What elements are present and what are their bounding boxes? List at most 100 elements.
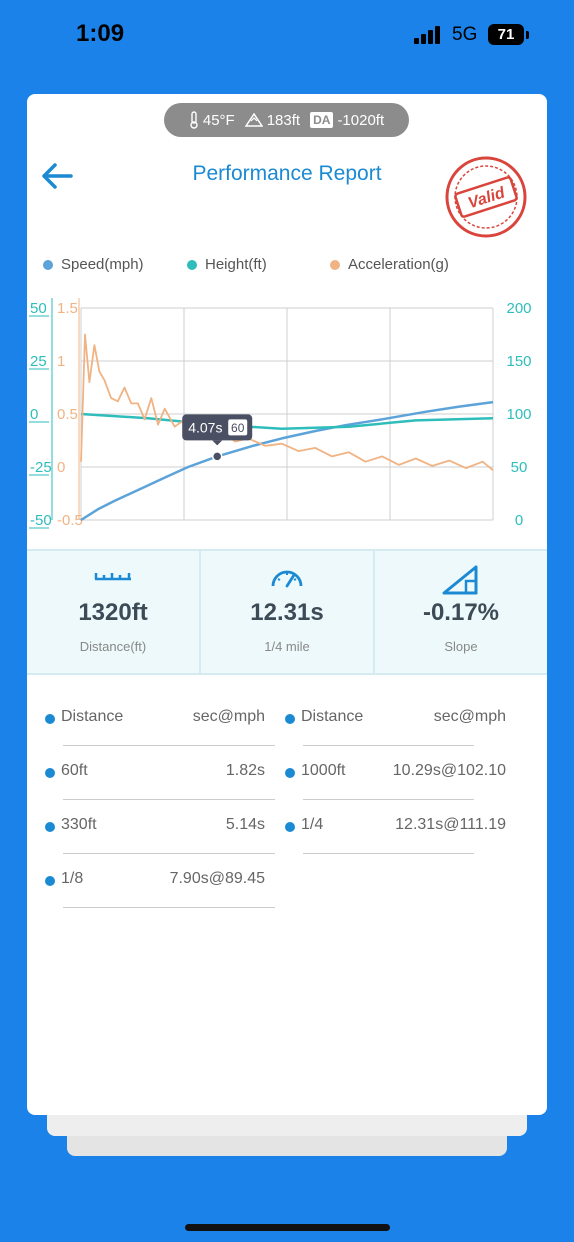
da-badge: DA — [310, 112, 334, 128]
stat-slope-value: -0.17% — [422, 599, 500, 626]
row-divider — [303, 745, 474, 746]
stat-time-label: 1/4 mile — [264, 639, 310, 654]
status-time: 1:09 — [76, 20, 125, 47]
split-time: 7.90s@89.45 — [169, 870, 265, 887]
elevation: 183ft — [244, 111, 301, 129]
tick-label-speed_right: 200 — [506, 300, 531, 317]
split-distance: 1/4 — [301, 816, 324, 833]
split-row: 60ft 1.82s — [45, 746, 275, 800]
row-divider — [63, 853, 275, 854]
stat-slope-label: Slope — [444, 639, 478, 654]
split-row: 1/8 7.90s@89.45 — [45, 854, 275, 908]
tick-label-height_left: -50 — [30, 512, 52, 529]
elevation-value: 183ft — [266, 111, 301, 129]
legend-label-height: Height(ft) — [205, 256, 267, 273]
battery-tip — [526, 31, 529, 39]
bullet-dot — [285, 822, 295, 832]
row-divider — [63, 745, 275, 746]
page-title: Performance Report — [192, 162, 382, 185]
split-time: 10.29s@102.10 — [392, 762, 506, 779]
legend-label-acceleration: Acceleration(g) — [348, 256, 449, 273]
back-arrow-icon — [42, 163, 73, 189]
tick-label-height_left: 25 — [30, 353, 47, 370]
split-distance: 330ft — [61, 816, 97, 833]
stat-distance: 1320ft Distance(ft) — [27, 551, 201, 673]
bullet-dot — [45, 876, 55, 886]
stat-distance-value: 1320ft — [78, 599, 148, 626]
slope-icon — [442, 565, 478, 595]
legend-label-speed: Speed(mph) — [61, 256, 144, 273]
temperature: 45°F — [189, 111, 235, 129]
tooltip-speed-badge — [228, 419, 248, 436]
stat-slope: -0.17% Slope — [375, 551, 547, 673]
tick-label-height_left: 50 — [30, 300, 47, 317]
back-button[interactable] — [39, 158, 75, 194]
chart-legend: Speed(mph) Height(ft) Acceleration(g) — [27, 256, 547, 278]
row-divider — [303, 799, 474, 800]
home-indicator — [185, 1224, 390, 1231]
density-altitude: DA -1020ft — [310, 112, 384, 129]
split-distance: 1/8 — [61, 870, 84, 887]
mountain-icon — [244, 113, 263, 127]
thermometer-icon — [190, 111, 198, 129]
row-divider — [303, 853, 474, 854]
split-time: 12.31s@111.19 — [395, 816, 506, 833]
tick-label-acceleration_left: 1 — [57, 353, 65, 370]
bullet-dot — [285, 714, 295, 724]
split-distance: 1000ft — [301, 762, 346, 779]
split-row: 330ft 5.14s — [45, 800, 275, 854]
network-type: 5G — [452, 24, 478, 45]
splits-header-right: Distance sec@mph — [285, 692, 506, 746]
row-divider — [63, 799, 275, 800]
tick-label-height_left: 0 — [30, 406, 38, 423]
cellular-signal-icon — [414, 26, 442, 44]
legend-dot-height — [187, 259, 197, 270]
splits-header-value: sec@mph — [433, 708, 506, 725]
legend-dot-speed — [43, 259, 53, 270]
bullet-dot — [45, 822, 55, 832]
tick-label-acceleration_left: 0 — [57, 459, 65, 476]
density-altitude-value: -1020ft — [337, 111, 385, 129]
split-time: 5.14s — [225, 816, 265, 833]
tooltip-time: 4.07s — [188, 419, 222, 435]
split-distance: 60ft — [61, 762, 88, 779]
summary-stats: 1320ft Distance(ft) 12.31s 1/4 mile -0.1… — [27, 549, 547, 675]
stat-time: 12.31s 1/4 mile — [201, 551, 375, 673]
tooltip-speed: 60 — [231, 421, 245, 435]
splits-header-left: Distance sec@mph — [45, 692, 275, 746]
ruler-icon — [94, 573, 131, 581]
status-bar: 1:09 5G 71 — [0, 0, 574, 70]
splits-header-label: Distance — [301, 708, 364, 725]
split-time: 1.82s — [225, 762, 265, 779]
report-card: 45°F 183ft DA -1020ft Performance Report… — [27, 94, 547, 1115]
tick-label-speed_right: 0 — [515, 512, 523, 529]
series-line-height-ft- — [80, 412, 494, 431]
legend-item-speed[interactable]: Speed(mph) — [43, 256, 144, 273]
splits-header-label: Distance — [61, 708, 124, 725]
tooltip-pointer — [212, 440, 223, 446]
conditions-pill: 45°F 183ft DA -1020ft — [164, 103, 409, 137]
split-row: 1/4 12.31s@111.19 — [285, 800, 506, 854]
valid-stamp: Valid — [445, 156, 527, 238]
speedometer-icon — [271, 570, 303, 588]
tick-label-acceleration_left: -0.5 — [57, 512, 83, 529]
splits-header-value: sec@mph — [192, 708, 265, 725]
series-line-speed-mph- — [80, 400, 494, 522]
tick-label-acceleration_left: 0.5 — [57, 406, 78, 423]
stat-distance-label: Distance(ft) — [79, 639, 147, 654]
tick-label-acceleration_left: 1.5 — [57, 300, 78, 317]
legend-dot-acceleration — [330, 259, 340, 270]
row-divider — [63, 907, 275, 908]
tooltip-point — [211, 451, 223, 462]
temperature-value: 45°F — [202, 111, 235, 129]
legend-item-height[interactable]: Height(ft) — [187, 256, 267, 273]
bullet-dot — [45, 714, 55, 724]
tick-label-speed_right: 100 — [506, 406, 531, 423]
tick-label-speed_right: 150 — [506, 353, 531, 370]
split-row: 1000ft 10.29s@102.10 — [285, 746, 506, 800]
stat-time-value: 12.31s — [250, 599, 324, 626]
tick-label-height_left: -25 — [30, 459, 52, 476]
legend-item-acceleration[interactable]: Acceleration(g) — [330, 256, 449, 273]
bullet-dot — [285, 768, 295, 778]
performance-chart[interactable]: 50 25 0 -25 -50 1.5 1 0.5 0 -0.5 200 150 100 50 0 4.07s… — [27, 290, 547, 530]
